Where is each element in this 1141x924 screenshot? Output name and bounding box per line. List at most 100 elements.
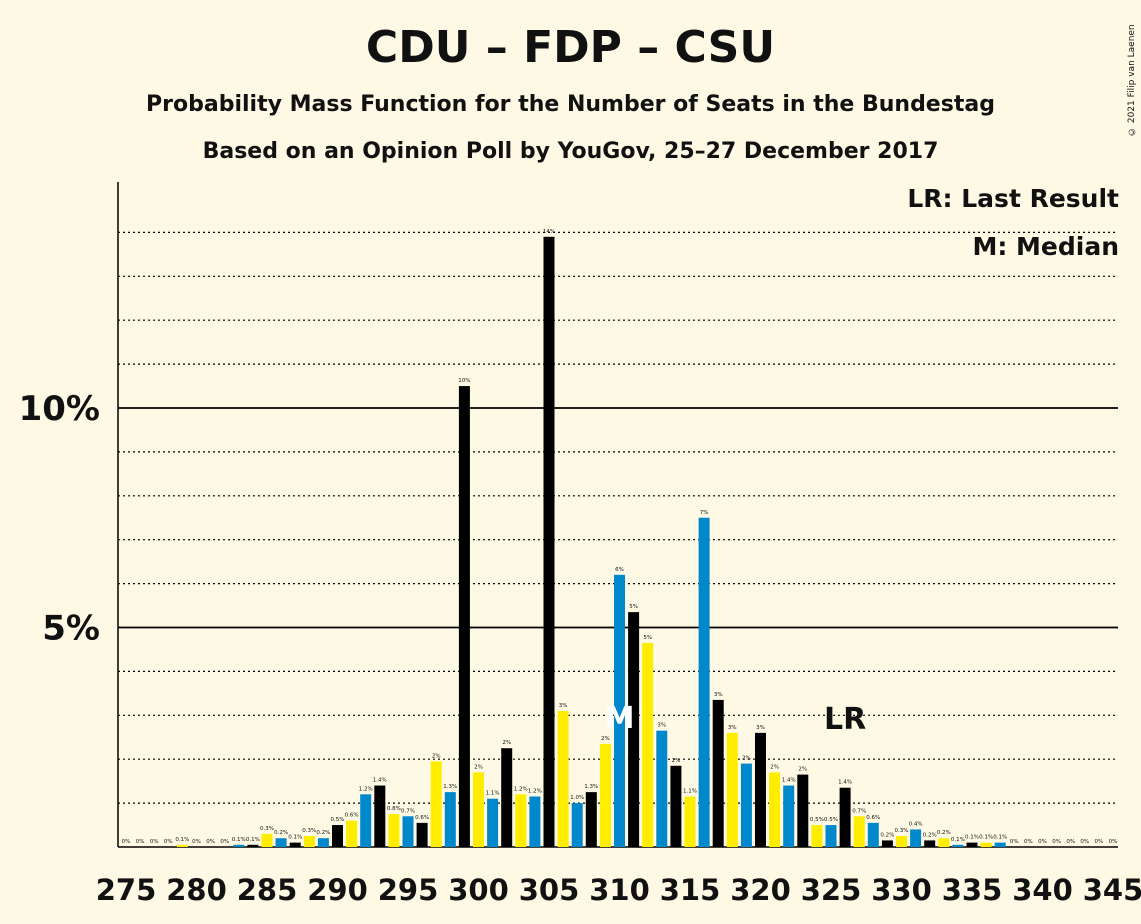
bar: [966, 842, 978, 847]
bar-value-label: 1.3%: [584, 784, 598, 790]
bar: [458, 386, 470, 847]
bar-value-label: 1.4%: [373, 778, 387, 784]
bar-value-label: 0%: [1095, 839, 1104, 845]
bar-value-label: 0.3%: [895, 828, 909, 834]
bar: [628, 612, 640, 847]
bar-value-label: 0%: [136, 839, 145, 845]
bar-value-label: 3%: [657, 723, 666, 729]
bar: [176, 844, 188, 847]
legend-last-result: LR: Last Result: [907, 184, 1119, 213]
bar: [402, 816, 414, 847]
bar-value-label: 0%: [206, 839, 215, 845]
bar-value-label: 3%: [756, 725, 765, 731]
bar-value-label: 0%: [1066, 839, 1075, 845]
bar-value-label: 1.1%: [683, 789, 697, 795]
x-tick-label: 290: [307, 873, 368, 907]
chart-subtitle-poll: Based on an Opinion Poll by YouGov, 25–2…: [202, 139, 939, 164]
bar: [289, 842, 301, 847]
bar-value-label: 0%: [1038, 839, 1047, 845]
bar: [571, 803, 583, 847]
bar-value-label: 2%: [601, 736, 610, 742]
bar: [585, 792, 597, 847]
bar-value-label: 2%: [770, 764, 779, 770]
bar: [317, 838, 329, 847]
x-tick-label: 340: [1012, 873, 1073, 907]
bar: [261, 833, 273, 847]
x-tick-label: 275: [96, 873, 157, 907]
bar-value-label: 3%: [714, 692, 723, 698]
bar-value-label: 0%: [122, 839, 131, 845]
bar: [684, 796, 696, 847]
bar-value-label: 0%: [1109, 839, 1118, 845]
bar-value-label: 6%: [615, 567, 624, 573]
bar: [430, 761, 442, 847]
bar-value-label: 1.3%: [443, 784, 457, 790]
bar-value-label: 0.6%: [415, 815, 429, 821]
bar: [938, 838, 950, 847]
bar-value-label: 3%: [559, 703, 568, 709]
bar: [740, 763, 752, 847]
bar: [388, 814, 400, 847]
x-tick-label: 310: [589, 873, 650, 907]
bar: [698, 517, 710, 847]
bar-value-label: 3%: [728, 725, 737, 731]
bar-value-label: 2%: [798, 767, 807, 773]
bar-value-label: 14%: [543, 229, 555, 235]
bar-value-label: 0.6%: [866, 815, 880, 821]
bar-value-label: 0.6%: [345, 813, 359, 819]
bar: [416, 822, 428, 847]
bar-value-label: 0.1%: [979, 835, 993, 841]
bar-value-label: 1.4%: [782, 778, 796, 784]
bar-value-label: 7%: [700, 510, 709, 516]
bar: [726, 732, 738, 847]
bar-value-label: 0%: [220, 839, 229, 845]
bar: [994, 842, 1006, 847]
bar: [332, 825, 343, 847]
bar-value-label: 0.2%: [274, 830, 288, 836]
bar-value-label: 0.2%: [316, 830, 330, 836]
bar-value-label: 10%: [458, 378, 470, 384]
bar: [952, 844, 964, 847]
bar: [783, 785, 795, 847]
x-tick-label: 285: [237, 873, 298, 907]
bar-value-label: 1.1%: [486, 791, 500, 797]
bar: [769, 772, 781, 847]
bar: [233, 844, 245, 847]
bar-value-label: 0.1%: [965, 835, 979, 841]
bar-value-label: 2%: [742, 756, 751, 762]
y-tick-label: 5%: [42, 609, 100, 649]
bar: [275, 838, 287, 847]
x-tick-label: 330: [871, 873, 932, 907]
bar: [881, 840, 893, 847]
bar: [797, 774, 809, 847]
bar-value-label: 0%: [164, 839, 173, 845]
bar-value-label: 1.2%: [359, 786, 373, 792]
last-result-marker: LR: [824, 702, 866, 737]
median-marker: M: [605, 701, 635, 736]
bar: [515, 794, 527, 847]
x-tick-label: 335: [942, 873, 1003, 907]
bar: [346, 820, 358, 847]
legend-median: M: Median: [972, 232, 1119, 261]
bar-value-label: 1.0%: [570, 795, 584, 801]
bar: [980, 842, 992, 847]
bar: [867, 822, 879, 847]
bar-value-label: 1.2%: [514, 786, 528, 792]
bar: [670, 765, 682, 847]
bar-value-label: 0.1%: [232, 837, 246, 843]
x-tick-label: 300: [448, 873, 509, 907]
bar-value-label: 0.8%: [387, 806, 401, 812]
bar: [656, 730, 668, 847]
bar-value-label: 2%: [502, 740, 511, 746]
bar-value-label: 0.1%: [288, 835, 302, 841]
bar-value-label: 0.3%: [302, 828, 316, 834]
bar: [839, 787, 851, 847]
y-tick-label: 10%: [19, 389, 100, 429]
bar-value-label: 0.3%: [260, 826, 274, 832]
bar: [543, 236, 555, 848]
bar-value-label: 5%: [643, 635, 652, 641]
bar-value-label: 0.2%: [923, 832, 937, 838]
bar-value-label: 0.1%: [175, 837, 189, 843]
bar-value-label: 0.1%: [951, 837, 965, 843]
bar: [853, 816, 865, 847]
